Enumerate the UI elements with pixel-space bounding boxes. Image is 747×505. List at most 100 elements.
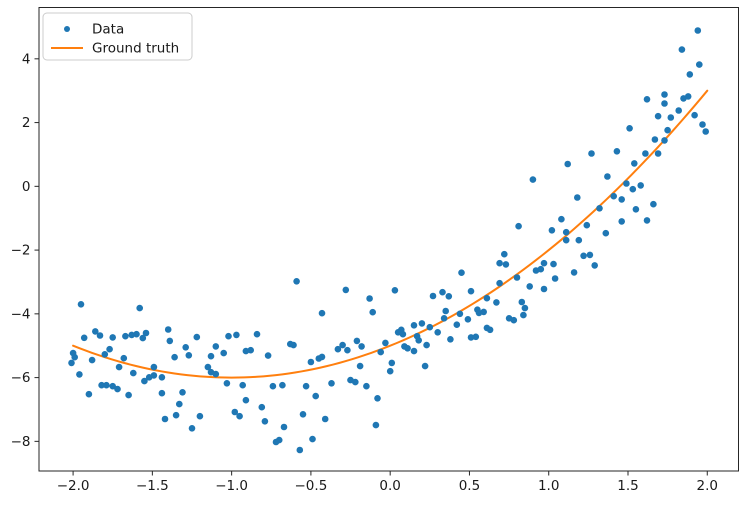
- data-point: [515, 222, 522, 230]
- data-point: [434, 329, 442, 336]
- data-point: [675, 107, 682, 114]
- data-point: [233, 331, 240, 339]
- data-point: [328, 380, 335, 387]
- data-point: [150, 363, 158, 371]
- data-point: [172, 411, 180, 419]
- data-point: [480, 308, 488, 316]
- data-point: [269, 382, 277, 390]
- data-point: [302, 382, 310, 390]
- data-point: [642, 150, 649, 157]
- data-point: [637, 182, 644, 189]
- data-point: [223, 380, 231, 387]
- data-point: [290, 341, 297, 349]
- data-point: [88, 356, 96, 364]
- data-point: [661, 100, 668, 107]
- data-point: [654, 150, 662, 157]
- data-point: [225, 332, 232, 340]
- data-point: [142, 329, 150, 337]
- data-point: [586, 251, 594, 259]
- x-axis-tick-label: −1.0: [215, 478, 248, 494]
- y-axis-tick-label: −8: [11, 434, 31, 450]
- data-point: [696, 61, 703, 68]
- data-point: [150, 372, 158, 379]
- data-point: [613, 148, 621, 155]
- data-point: [570, 269, 578, 276]
- data-point: [562, 236, 570, 244]
- data-point: [458, 269, 465, 277]
- data-point: [410, 347, 418, 355]
- data-point: [207, 352, 215, 360]
- data-point: [321, 415, 329, 423]
- data-point: [358, 343, 365, 350]
- data-point: [299, 411, 307, 418]
- data-point: [258, 403, 266, 411]
- y-axis-tick-label: 2: [22, 115, 31, 131]
- data-point: [372, 421, 380, 429]
- data-point: [164, 326, 172, 333]
- data-point: [188, 425, 196, 432]
- data-point: [540, 285, 548, 293]
- data-point: [493, 299, 500, 306]
- data-point: [342, 286, 350, 294]
- data-point: [604, 173, 611, 180]
- data-point: [353, 337, 361, 345]
- data-point: [239, 381, 246, 389]
- data-point: [106, 345, 113, 353]
- data-point: [318, 353, 326, 361]
- data-point: [96, 332, 104, 339]
- data-point: [654, 112, 662, 120]
- data-point: [521, 304, 529, 312]
- data-point: [171, 353, 178, 361]
- plot-area: [38, 7, 739, 472]
- y-axis-tick-label: −2: [11, 243, 31, 259]
- data-point: [344, 346, 351, 354]
- data-point: [472, 333, 480, 341]
- data-point: [275, 436, 283, 444]
- data-point: [391, 287, 399, 294]
- data-point: [374, 395, 381, 402]
- data-point: [694, 27, 702, 34]
- data-point: [133, 330, 140, 338]
- data-point: [399, 330, 407, 338]
- data-point: [626, 125, 633, 132]
- data-point: [564, 160, 571, 168]
- x-axis-tick-label: −1.5: [136, 478, 169, 494]
- data-point: [212, 370, 220, 378]
- data-point: [101, 351, 109, 358]
- data-point: [548, 227, 556, 234]
- data-point: [650, 200, 657, 208]
- data-point: [242, 396, 250, 404]
- data-point: [588, 150, 595, 157]
- x-axis-tick-label: 1.0: [538, 478, 559, 494]
- data-point: [377, 348, 385, 356]
- data-point: [141, 377, 148, 385]
- data-point: [98, 381, 105, 389]
- data-point: [667, 114, 675, 121]
- data-point: [109, 382, 116, 390]
- x-axis-tick-label: −0.5: [295, 478, 328, 494]
- x-axis-tick-label: 2.0: [697, 478, 718, 494]
- data-point: [339, 341, 346, 349]
- data-point: [537, 265, 545, 273]
- data-point: [185, 352, 193, 359]
- legend-label-data: Data: [92, 22, 124, 38]
- data-point: [702, 128, 709, 135]
- data-point: [410, 322, 418, 329]
- data-point: [580, 252, 587, 260]
- data-point: [550, 260, 557, 268]
- data-point: [103, 381, 110, 389]
- data-point: [575, 236, 583, 244]
- y-axis-tick-label: −4: [11, 306, 31, 322]
- data-point: [618, 218, 625, 225]
- data-point: [280, 423, 288, 431]
- data-point: [130, 369, 137, 377]
- data-point: [366, 295, 373, 302]
- data-point: [80, 334, 88, 342]
- data-point: [307, 358, 315, 366]
- data-point: [404, 345, 411, 352]
- data-point: [631, 160, 638, 167]
- x-axis-tick-label: 0.0: [379, 478, 400, 494]
- data-point: [643, 217, 651, 224]
- data-point: [318, 309, 326, 317]
- data-point: [440, 315, 448, 322]
